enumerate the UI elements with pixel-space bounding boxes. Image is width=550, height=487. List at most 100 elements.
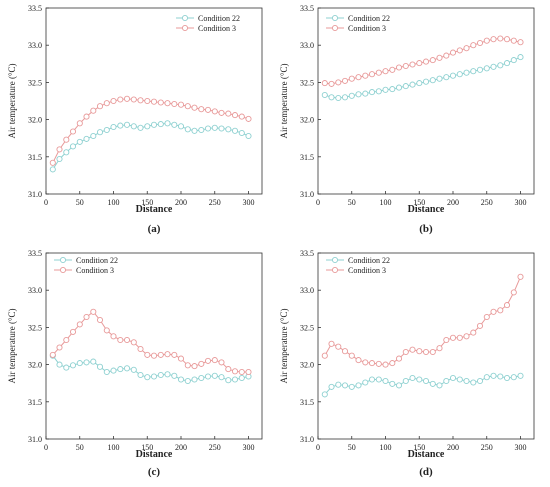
data-point <box>321 91 328 99</box>
y-axis-label: Air temperature (°C) <box>7 308 17 383</box>
data-point <box>171 100 178 108</box>
data-point <box>456 47 463 54</box>
data-point <box>117 366 124 373</box>
data-point <box>483 37 490 44</box>
data-point <box>335 79 342 86</box>
data-point <box>389 360 396 367</box>
data-point <box>69 362 77 369</box>
data-point <box>164 100 171 107</box>
data-point <box>137 97 144 104</box>
data-point <box>150 121 158 128</box>
data-point <box>238 113 245 120</box>
plot-frame <box>45 7 263 195</box>
data-point <box>184 126 191 133</box>
data-point <box>470 329 477 336</box>
data-point <box>103 368 110 376</box>
data-point <box>443 377 450 385</box>
data-point <box>443 52 450 59</box>
data-point <box>83 113 90 120</box>
legend-swatch-marker <box>59 256 67 264</box>
data-point <box>375 69 382 76</box>
plot-frame <box>45 252 263 440</box>
data-point <box>395 84 403 91</box>
legend-label: Condition 3 <box>348 266 386 275</box>
data-point <box>470 379 477 386</box>
y-tick-label: 32.0 <box>300 116 314 125</box>
data-point <box>503 302 511 309</box>
y-tick-label: 32.0 <box>28 361 42 370</box>
data-point <box>225 110 232 117</box>
data-point <box>355 91 362 98</box>
data-point <box>341 348 349 355</box>
data-point <box>211 108 218 115</box>
x-tick-label: 200 <box>447 443 459 452</box>
data-point <box>355 357 362 364</box>
data-point <box>198 126 205 134</box>
data-point <box>348 352 355 359</box>
data-point <box>348 75 355 82</box>
data-point <box>395 64 403 71</box>
data-point <box>63 136 70 143</box>
data-point <box>144 351 151 358</box>
data-point <box>56 155 63 163</box>
data-point <box>69 328 77 335</box>
data-point <box>402 83 409 90</box>
data-point <box>409 61 416 68</box>
legend-label: Condition 22 <box>76 256 118 265</box>
data-point <box>238 368 245 376</box>
data-point <box>191 376 198 383</box>
data-point <box>157 371 164 379</box>
legend-swatch-marker <box>181 14 189 22</box>
data-point <box>389 86 396 93</box>
data-point <box>470 68 477 75</box>
data-point <box>463 69 470 76</box>
data-point <box>497 307 504 314</box>
y-tick-label: 33.0 <box>28 41 42 50</box>
data-point <box>225 366 232 373</box>
legend-label: Condition 3 <box>76 266 114 275</box>
data-point <box>456 334 463 341</box>
legend-label: Condition 22 <box>348 14 390 23</box>
chart-panel-2: 31.0 31.5 32.0 32.5 33.0 33.5 0 50 100 150 200 250 3… <box>279 4 535 235</box>
data-point <box>348 383 355 390</box>
data-point <box>362 72 369 79</box>
x-tick-label: 50 <box>76 443 84 452</box>
data-point <box>49 159 56 166</box>
data-point <box>429 380 436 387</box>
data-point <box>497 35 504 42</box>
data-point <box>449 374 457 382</box>
data-point <box>211 124 218 131</box>
data-point <box>204 357 212 364</box>
y-tick-label: 31.0 <box>300 435 314 444</box>
data-point <box>231 376 239 383</box>
panel-label: (c) <box>148 466 161 478</box>
data-point <box>443 336 450 344</box>
data-point <box>123 336 131 344</box>
y-tick-label: 33.5 <box>300 249 314 258</box>
data-point <box>341 382 349 389</box>
legend-swatch-marker <box>331 266 339 274</box>
data-point <box>510 374 517 381</box>
data-point <box>375 88 382 95</box>
data-point <box>483 313 490 321</box>
data-point <box>490 372 497 379</box>
legend-swatch-marker <box>331 256 339 264</box>
data-point <box>456 376 463 383</box>
data-point <box>110 123 117 131</box>
x-tick-label: 300 <box>515 443 527 452</box>
x-tick-label: 200 <box>447 198 459 207</box>
data-point <box>123 95 131 102</box>
x-tick-label: 200 <box>175 198 187 207</box>
data-point <box>395 382 403 389</box>
data-point <box>164 351 171 358</box>
data-point <box>490 36 497 43</box>
data-point <box>144 97 151 105</box>
x-tick-label: 250 <box>209 198 221 207</box>
data-point <box>110 333 117 340</box>
data-point <box>375 360 382 367</box>
chart-panel-1: 31.0 31.5 32.0 32.5 33.0 33.5 0 50 100 150 200 250 3… <box>7 4 263 235</box>
legend-label: Condition 22 <box>198 14 240 23</box>
data-point <box>476 322 484 329</box>
legend-label: Condition 22 <box>348 256 390 265</box>
